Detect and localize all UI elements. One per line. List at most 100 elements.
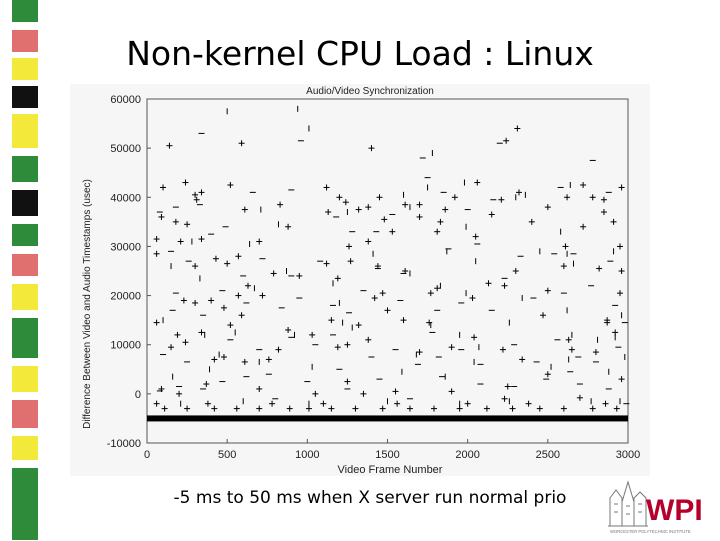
data-point-plus [256, 385, 263, 392]
data-point-plus [544, 204, 551, 211]
data-point-plus [448, 344, 455, 351]
data-point-plus [265, 356, 272, 363]
data-point-plus [177, 238, 184, 245]
data-point-plus [564, 194, 571, 201]
wpi-logo: WPI WORCESTER POLYTECHNIC INSTITUTE [606, 476, 714, 536]
data-point-plus [442, 206, 449, 213]
data-point-plus [220, 304, 227, 311]
stripe-block [12, 224, 38, 246]
data-point-plus [592, 349, 599, 356]
data-point-plus [472, 233, 479, 240]
data-point-plus [499, 346, 506, 353]
data-point-plus [389, 228, 396, 235]
data-point-plus [208, 297, 215, 304]
data-point-plus [203, 381, 210, 388]
data-point-plus [182, 179, 189, 186]
data-point-plus [437, 218, 444, 225]
data-point-plus [192, 263, 199, 270]
data-point-plus [474, 179, 481, 186]
data-point-plus [166, 142, 173, 149]
data-point-plus [528, 218, 535, 225]
data-point-plus [245, 282, 252, 289]
data-point-plus [616, 243, 623, 250]
data-point-plus [153, 236, 160, 243]
data-point-plus [509, 405, 516, 412]
data-point-plus [275, 346, 282, 353]
data-point-plus [334, 275, 341, 282]
data-point-plus [180, 297, 187, 304]
data-point-plus [270, 270, 277, 277]
data-point-plus [355, 322, 362, 329]
data-point-plus [600, 196, 607, 203]
data-point-plus [323, 184, 330, 191]
data-point-plus [596, 265, 603, 272]
data-point-plus [174, 331, 181, 338]
data-point-plus [334, 344, 341, 351]
data-point-plus [464, 400, 471, 407]
stripe-block [12, 254, 38, 276]
data-point-plus [560, 405, 567, 412]
y-tick-label: 40000 [110, 192, 141, 204]
data-point-plus [182, 339, 189, 346]
data-point-plus [153, 400, 160, 407]
data-point-plus [153, 250, 160, 257]
data-point-plus [309, 331, 316, 338]
data-point-plus [544, 287, 551, 294]
stripe-block [12, 190, 38, 216]
data-point-plus [328, 317, 335, 324]
data-point-plus [434, 285, 441, 292]
data-point-plus [259, 292, 266, 299]
data-point-plus [512, 268, 519, 274]
data-point-plus [220, 354, 227, 360]
data-point-plus [323, 260, 330, 267]
stripe-block [12, 468, 38, 540]
data-point-plus [503, 137, 510, 144]
data-point-plus [618, 268, 625, 274]
data-point-plus [355, 206, 362, 213]
data-point-plus [360, 390, 367, 397]
data-point-plus [384, 307, 391, 314]
data-point-plus [342, 199, 349, 206]
y-tick-label: 0 [135, 389, 141, 401]
data-point-plus [416, 213, 423, 220]
data-point-plus [544, 371, 551, 378]
data-point-plus [515, 189, 522, 196]
stripe-block [12, 400, 38, 428]
university-building-icon [608, 480, 648, 527]
stripe-block [12, 318, 38, 358]
data-point-plus [176, 390, 183, 397]
x-axis-label: Video Frame Number [338, 464, 443, 476]
data-point-plus [227, 322, 234, 329]
data-point-plus [193, 196, 200, 203]
slide-title: Non-kernel CPU Load : Linux [126, 34, 594, 73]
data-point-plus [325, 209, 332, 216]
data-point-plus [576, 394, 583, 401]
data-point-plus [235, 292, 242, 299]
data-point-plus [256, 238, 263, 245]
data-point-plus [346, 243, 353, 250]
data-point-plus [565, 336, 572, 343]
data-point-plus [400, 317, 407, 324]
data-point-plus [312, 390, 319, 397]
data-point-plus [198, 329, 205, 336]
data-point-plus [328, 405, 335, 412]
data-point-plus [211, 405, 218, 412]
data-point-plus [352, 405, 359, 412]
data-point-plus [204, 400, 211, 407]
y-tick-label: 30000 [110, 241, 141, 253]
data-point-plus [416, 349, 423, 356]
data-point-plus [227, 182, 234, 188]
data-point-plus [158, 213, 165, 220]
data-point-plus [560, 263, 567, 270]
stripe-block [12, 156, 38, 182]
data-point-plus [568, 346, 575, 353]
data-point-plus [320, 400, 327, 407]
plot-area [146, 98, 629, 444]
data-point-plus [616, 290, 623, 297]
data-point-plus [610, 218, 617, 225]
chart-title: Audio/Video Synchronization [306, 86, 434, 97]
stripe-block [12, 30, 38, 52]
data-point-plus [184, 221, 191, 228]
data-point-plus [269, 400, 276, 407]
